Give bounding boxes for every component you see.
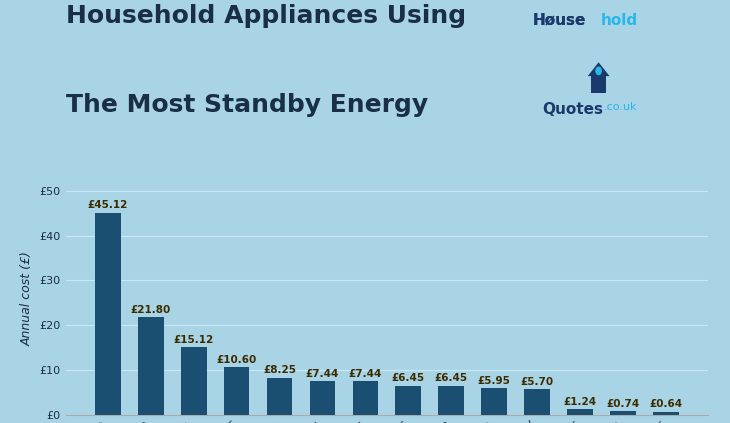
Text: £0.74: £0.74 — [607, 399, 639, 409]
Text: £15.12: £15.12 — [174, 335, 214, 345]
Text: House: House — [533, 13, 586, 27]
Bar — [481, 388, 507, 415]
Bar — [95, 213, 120, 415]
Text: .co.uk: .co.uk — [604, 102, 637, 112]
Text: The Most Standby Energy: The Most Standby Energy — [66, 93, 428, 117]
Circle shape — [596, 67, 602, 74]
Bar — [591, 76, 606, 93]
Bar — [310, 381, 335, 415]
Text: £0.64: £0.64 — [650, 399, 683, 409]
Bar — [138, 317, 164, 415]
Text: £5.70: £5.70 — [520, 377, 554, 387]
Bar — [181, 347, 207, 415]
Bar — [266, 378, 293, 415]
Text: Høuse: Høuse — [533, 13, 586, 27]
Bar — [610, 411, 636, 415]
Text: £6.45: £6.45 — [435, 374, 468, 383]
Y-axis label: Annual cost (£): Annual cost (£) — [21, 251, 34, 346]
Bar — [653, 412, 679, 415]
Text: Household Appliances Using: Household Appliances Using — [66, 4, 466, 28]
Text: £10.60: £10.60 — [217, 355, 257, 365]
Text: Quotes: Quotes — [542, 102, 604, 116]
Text: £7.44: £7.44 — [306, 369, 339, 379]
Bar — [567, 409, 593, 415]
Bar — [524, 389, 550, 415]
Text: £1.24: £1.24 — [564, 397, 596, 407]
Text: £5.95: £5.95 — [478, 376, 511, 386]
Text: £21.80: £21.80 — [131, 305, 171, 315]
Bar — [223, 367, 250, 415]
Bar — [439, 386, 464, 415]
Bar — [353, 381, 378, 415]
Bar — [396, 386, 421, 415]
Polygon shape — [588, 62, 610, 76]
Text: £7.44: £7.44 — [349, 369, 382, 379]
Text: hold: hold — [601, 13, 638, 27]
Text: £8.25: £8.25 — [263, 365, 296, 375]
Text: £6.45: £6.45 — [392, 374, 425, 383]
Text: £45.12: £45.12 — [88, 201, 128, 210]
